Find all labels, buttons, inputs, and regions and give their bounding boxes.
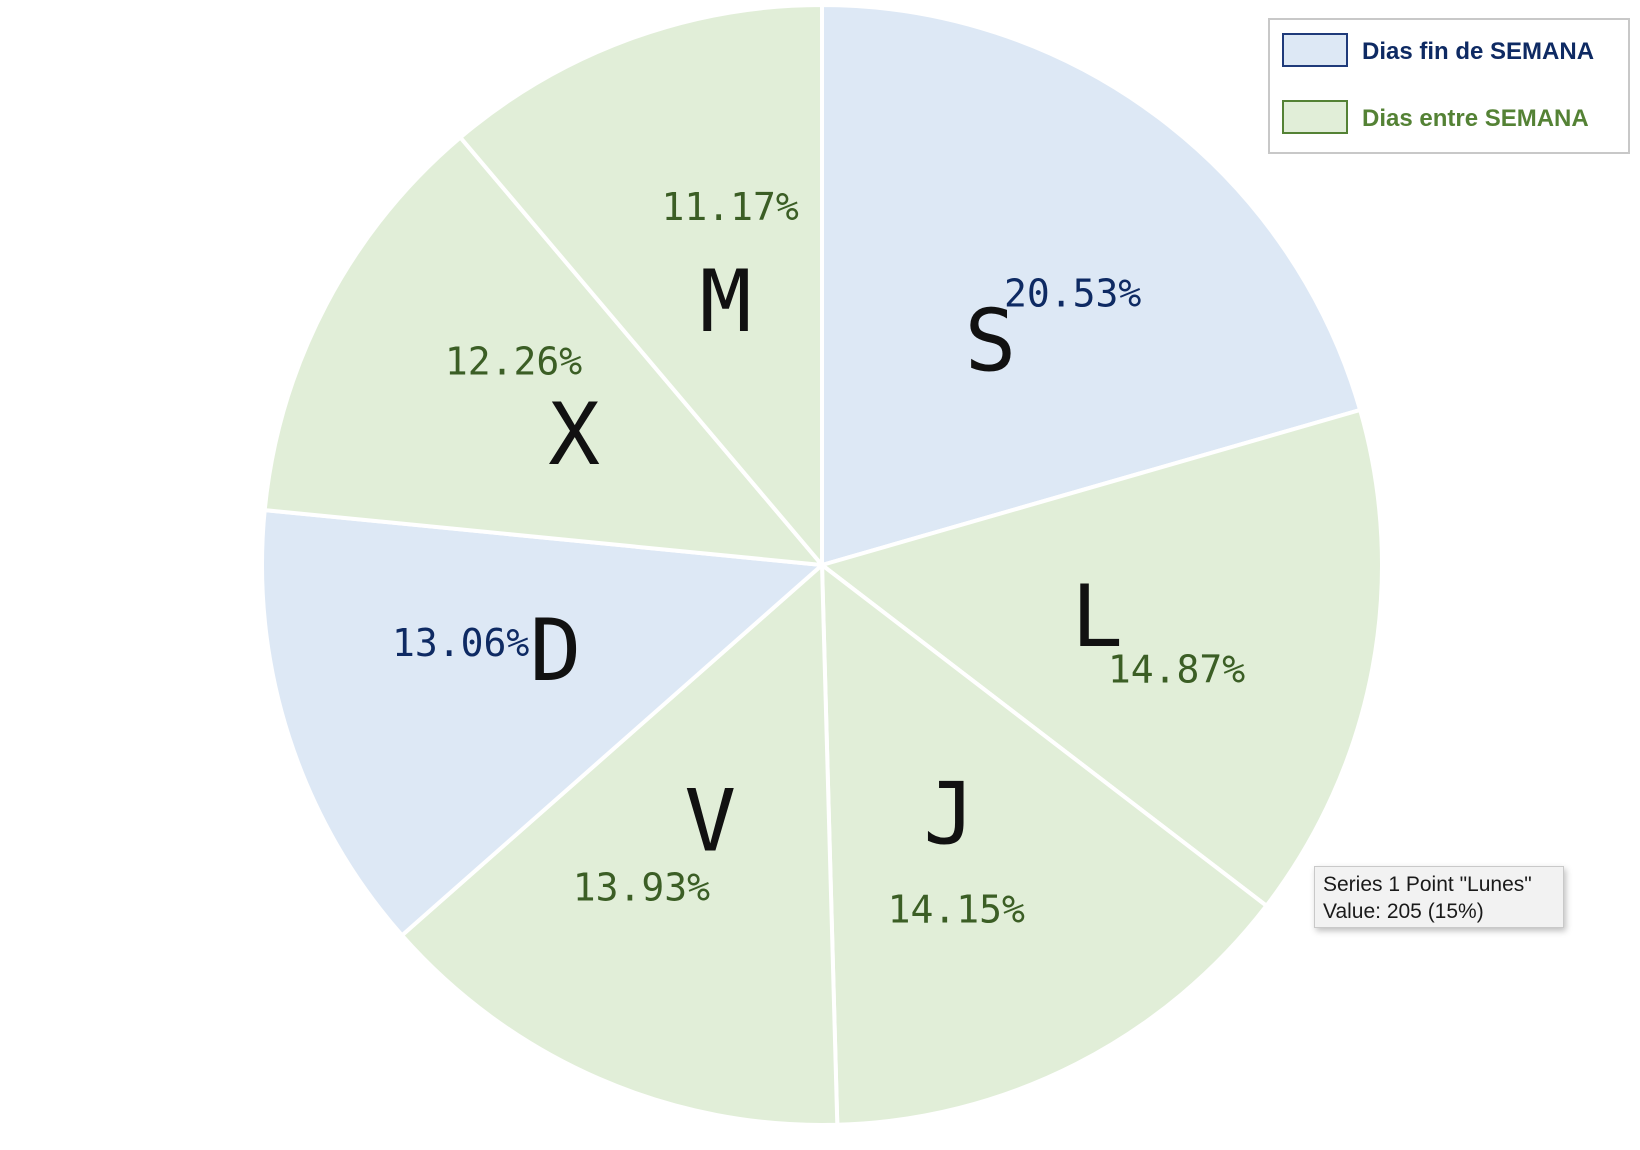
slice-percent-m: 11.17%	[662, 185, 799, 229]
data-point-tooltip: Series 1 Point "Lunes" Value: 205 (15%)	[1314, 866, 1564, 928]
pie-slice-d[interactable]	[260, 507, 827, 939]
pie-slice-j[interactable]	[819, 560, 1270, 1127]
slice-percent-v: 13.93%	[573, 866, 710, 910]
slice-percent-j: 14.15%	[888, 887, 1025, 931]
slice-label-s: S	[965, 291, 1017, 391]
pie-slice-v[interactable]	[399, 560, 840, 1127]
legend-label-weekend: Dias fin de SEMANA	[1362, 38, 1595, 65]
pie-slice-s[interactable]	[820, 2, 1363, 568]
pie-labels: S20.53% L14.87% J 14.15% V13.93% D13.06% X12.2…	[392, 185, 1245, 931]
legend-item-weekday[interactable]: Dias entre SEMANA	[1282, 97, 1622, 137]
slice-percent-s: 20.53%	[1004, 271, 1141, 315]
legend-item-weekend[interactable]: Dias fin de SEMANA	[1282, 30, 1622, 70]
legend-swatch-weekend	[1282, 33, 1348, 67]
tooltip-series-point: Series 1 Point "Lunes"	[1323, 873, 1532, 896]
pie-slice-l[interactable]	[817, 407, 1384, 909]
legend-swatch-weekday	[1282, 100, 1348, 134]
tooltip-value: Value: 205 (15%)	[1323, 900, 1484, 923]
slice-label-l: L	[1071, 567, 1123, 667]
slice-label-j: J	[923, 764, 975, 864]
slice-percent-x: 12.26%	[445, 339, 582, 383]
slice-label-v: V	[684, 772, 736, 872]
legend-label-weekday: Dias entre SEMANA	[1362, 105, 1589, 132]
slice-label-m: M	[700, 252, 752, 352]
slice-label-d: D	[530, 601, 582, 701]
slice-percent-l: 14.87%	[1108, 648, 1245, 692]
legend: Dias fin de SEMANA Dias entre SEMANA	[1268, 18, 1630, 154]
slice-label-x: X	[548, 385, 600, 485]
pie-slices	[260, 2, 1384, 1127]
slice-percent-d: 13.06%	[392, 621, 529, 665]
pie-slice-m[interactable]	[457, 2, 824, 571]
pie-slice-x[interactable]	[262, 134, 827, 568]
